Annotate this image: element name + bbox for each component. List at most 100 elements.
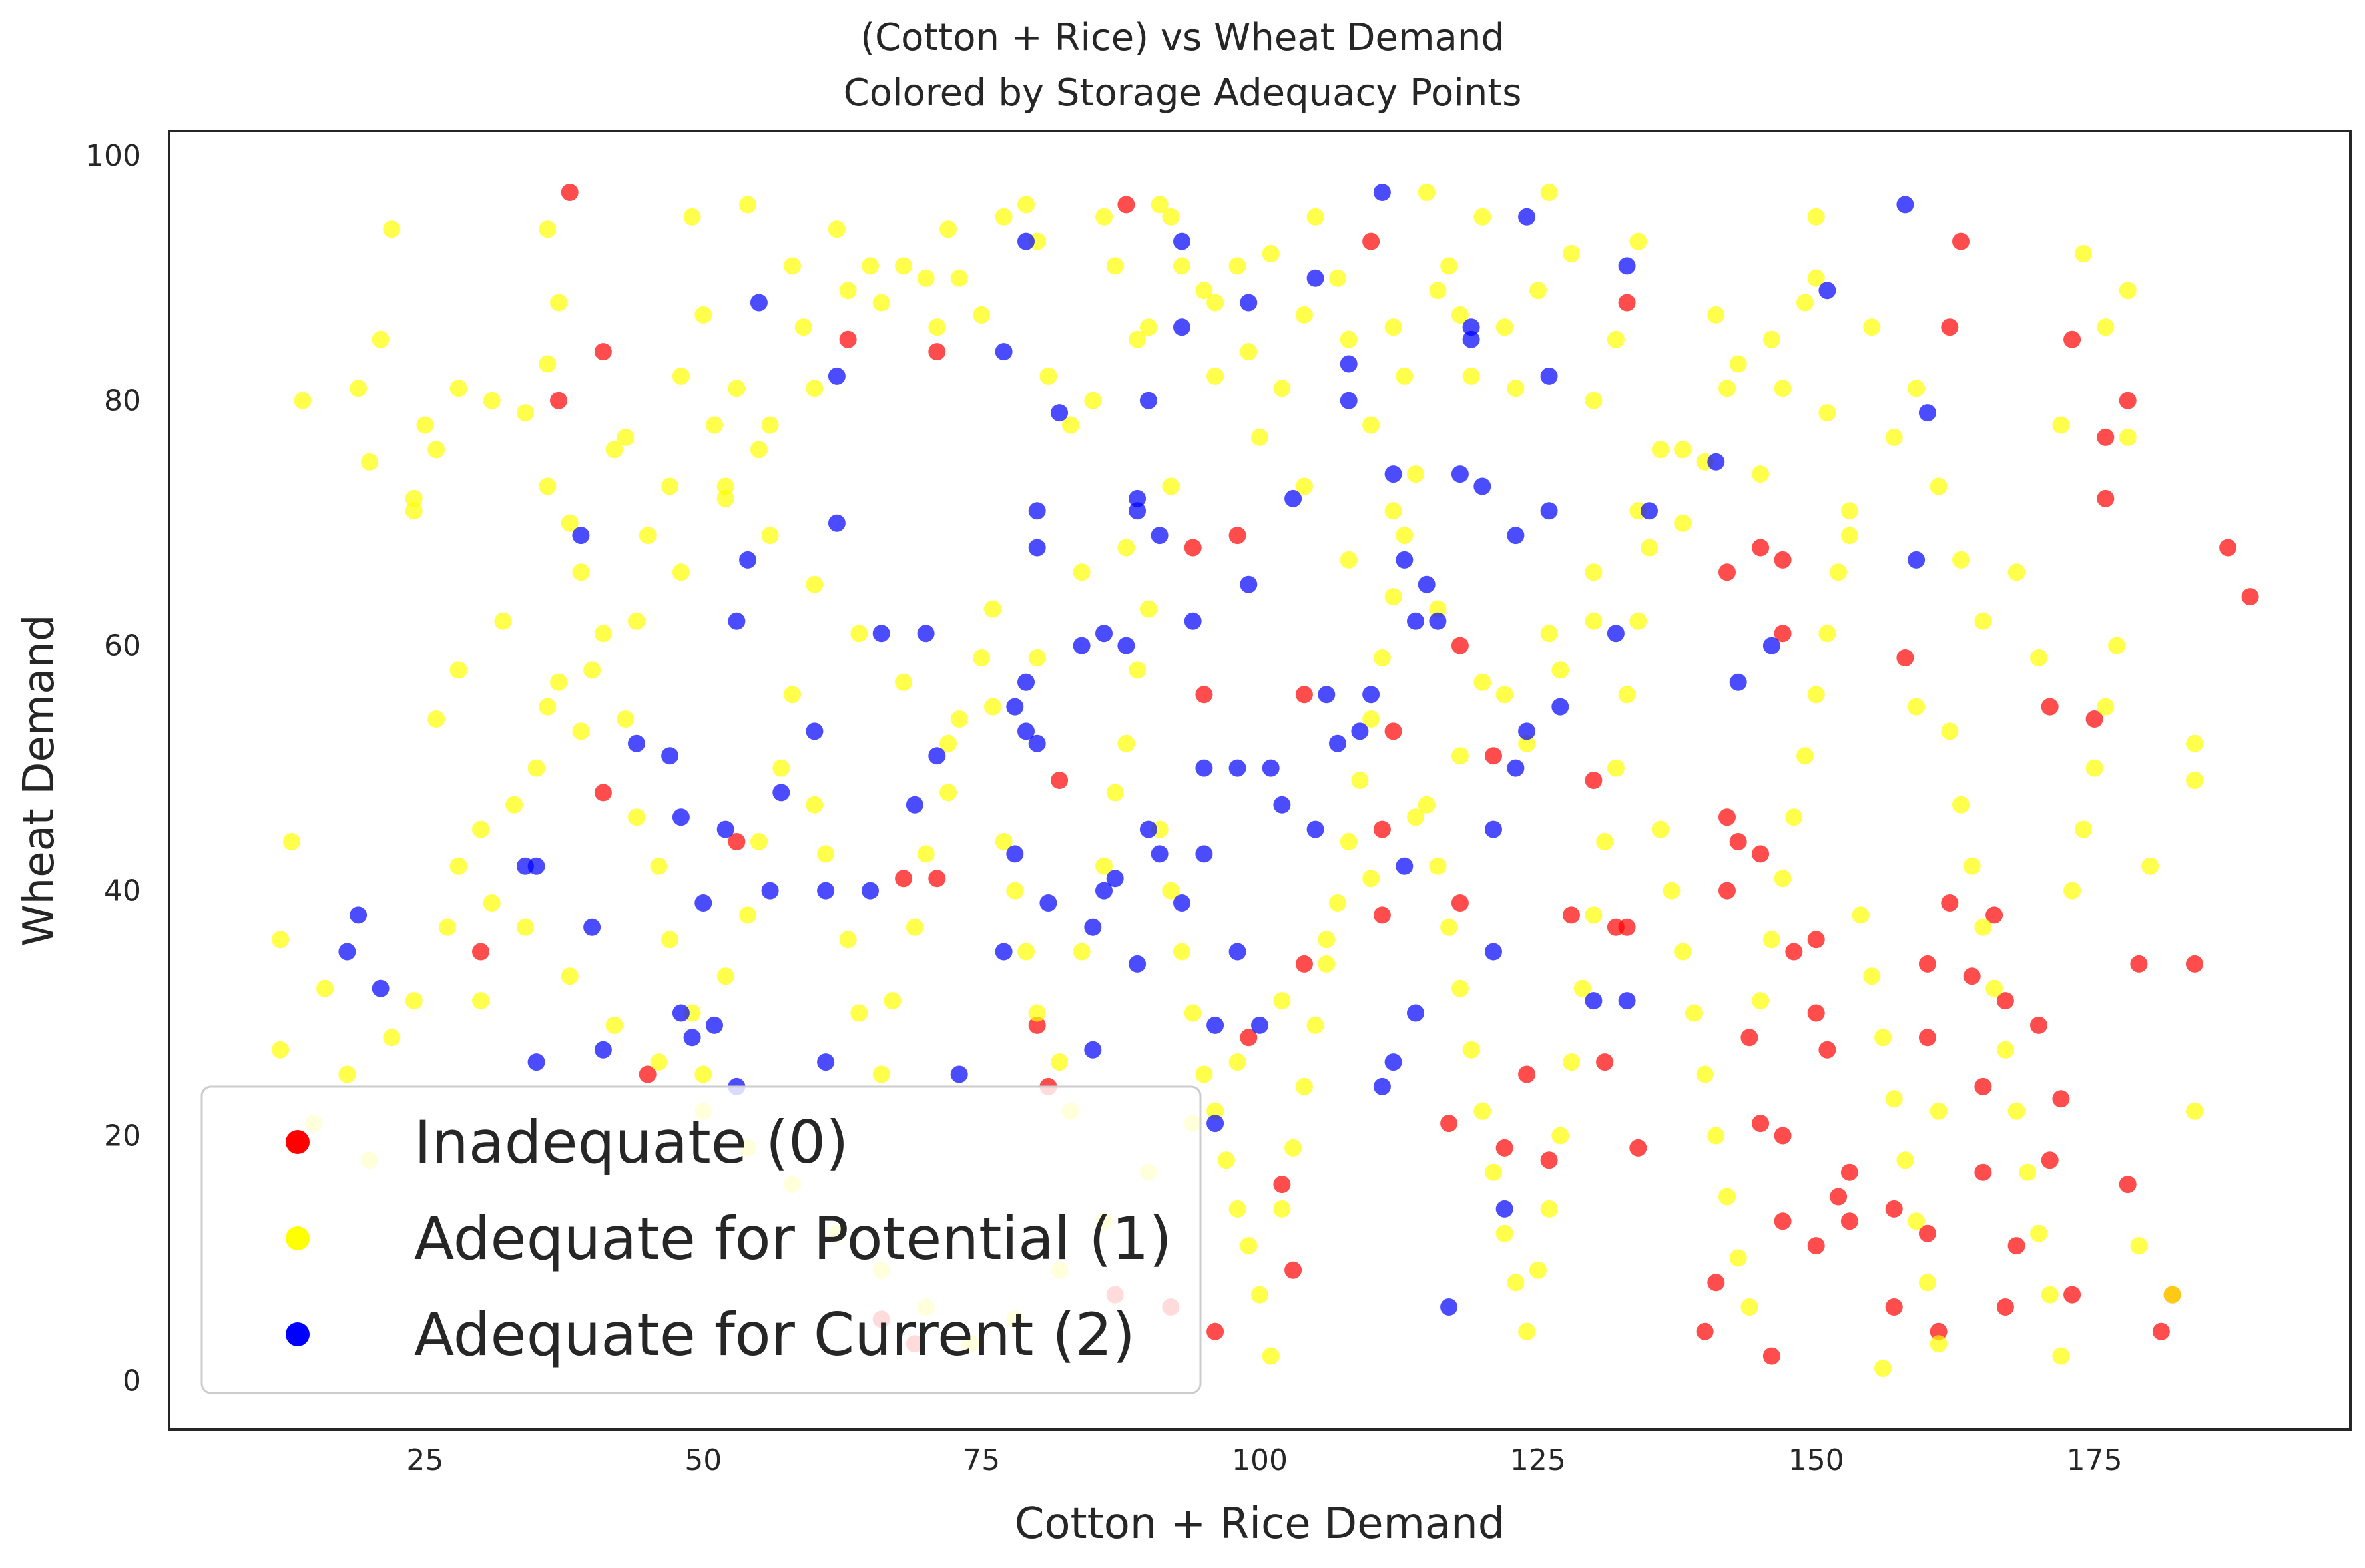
y-tick-label-4: 80 [104,384,141,418]
data-point-series-1-138 [839,931,857,949]
data-point-series-1-203 [1629,612,1647,630]
data-point-series-1-260 [1473,673,1491,691]
data-point-series-0-33 [472,943,489,961]
data-point-series-1-82 [1607,330,1625,348]
data-point-series-2-99 [1485,943,1502,961]
data-point-series-1-139 [850,1004,868,1022]
data-point-series-0-56 [1707,1274,1725,1292]
data-point-series-0-13 [2219,539,2237,557]
data-point-series-0-74 [1885,1200,1903,1218]
data-point-series-1-115 [405,992,423,1010]
data-point-series-1-102 [2030,649,2047,666]
data-point-series-0-62 [1752,1115,1770,1133]
data-point-series-1-181 [1384,588,1402,606]
data-point-series-2-30 [906,796,923,814]
data-point-series-1-279 [628,612,645,630]
data-point-series-1-37 [872,294,890,312]
data-point-series-2-15 [706,1016,723,1034]
data-point-series-1-182 [1396,527,1414,545]
data-point-series-1-53 [1139,318,1157,336]
legend-label-adequate-potential: Adequate for Potential (1) [414,1204,1172,1273]
data-point-series-0-5 [1117,196,1135,214]
data-point-series-1-186 [1440,918,1458,936]
data-point-series-0-18 [1896,649,1914,666]
data-point-series-1-24 [694,306,712,324]
data-point-series-2-27 [828,514,846,532]
data-point-series-1-276 [761,527,779,545]
data-point-series-2-71 [1240,294,1258,312]
data-point-series-1-206 [1663,882,1681,900]
data-point-series-2-91 [1407,1004,1424,1022]
data-point-series-1-238 [2019,1163,2037,1181]
data-point-series-0-16 [1774,551,1792,569]
data-point-series-1-248 [2130,1237,2148,1255]
data-point-series-1-231 [1941,722,1959,740]
data-point-series-1-100 [1974,612,1992,630]
data-point-series-1-34 [828,220,846,238]
data-point-series-0-34 [639,1065,657,1083]
data-point-series-1-179 [1362,710,1380,728]
data-point-series-1-247 [2119,428,2137,446]
data-point-series-1-16 [561,514,579,532]
data-point-series-2-66 [1206,1016,1224,1034]
data-point-series-1-150 [1017,943,1035,961]
data-point-series-0-70 [1840,1212,1858,1230]
data-point-series-1-32 [794,318,812,336]
data-point-series-1-76 [1495,318,1513,336]
data-point-series-1-262 [1384,502,1402,520]
data-point-series-1-270 [1028,649,1046,666]
data-point-series-0-58 [1718,882,1736,900]
data-point-series-1-240 [2041,1286,2059,1304]
data-point-series-2-82 [1351,722,1369,740]
legend-marker-adequate-current [286,1322,310,1346]
data-point-series-1-189 [1473,1102,1491,1120]
data-point-series-0-32 [594,784,612,802]
data-point-series-1-269 [1073,563,1091,581]
data-point-series-1-157 [1117,734,1135,752]
data-point-series-2-84 [1373,1077,1391,1095]
data-point-series-2-33 [950,1065,968,1083]
data-point-series-1-119 [483,894,501,912]
data-point-series-0-72 [1785,943,1803,961]
data-point-series-1-202 [1618,686,1636,704]
data-point-series-1-302 [1228,1053,1246,1071]
data-point-series-1-12 [539,220,557,238]
data-point-series-1-221 [1830,563,1848,581]
data-point-series-1-288 [605,1016,623,1034]
data-point-series-0-40 [1273,1176,1291,1194]
data-point-series-1-26 [716,489,734,507]
data-point-series-2-58 [1151,527,1169,545]
data-point-series-1-91 [1796,294,1814,312]
data-point-series-1-42 [950,269,968,287]
data-point-series-1-162 [1173,943,1190,961]
data-point-series-0-6 [1362,232,1380,250]
data-point-series-1-280 [583,661,601,679]
chart-title-line-2: Colored by Storage Adequacy Points [844,71,1522,115]
data-point-series-2-1 [350,906,368,924]
data-point-series-0-12 [2097,489,2115,507]
data-point-series-1-198 [1573,979,1591,997]
data-point-series-1-54 [1151,196,1169,214]
data-point-series-2-12 [672,808,690,826]
data-point-series-1-38 [895,257,913,275]
data-point-series-0-82 [1974,1077,1992,1095]
data-point-series-2-118 [1896,196,1914,214]
data-point-series-2-43 [1028,502,1046,520]
data-point-series-1-94 [1840,527,1858,545]
data-point-series-1-1 [294,392,312,409]
data-point-series-0-92 [2119,1176,2137,1194]
data-point-series-2-74 [1273,796,1291,814]
y-tick-label-5: 100 [85,139,141,173]
data-point-series-1-193 [1518,1322,1536,1340]
data-point-series-1-107 [282,833,300,850]
x-tick-label-2: 75 [963,1443,1000,1477]
data-point-series-1-23 [683,208,701,226]
y-tick-label-2: 40 [104,874,141,908]
data-point-series-0-11 [2097,428,2115,446]
data-point-series-2-57 [1139,820,1157,838]
data-point-series-0-85 [1996,992,2014,1010]
data-point-series-1-165 [1206,1102,1224,1120]
data-point-series-0-94 [2152,1322,2170,1340]
data-point-series-2-10 [661,747,679,765]
data-point-series-1-49 [1084,392,1102,409]
